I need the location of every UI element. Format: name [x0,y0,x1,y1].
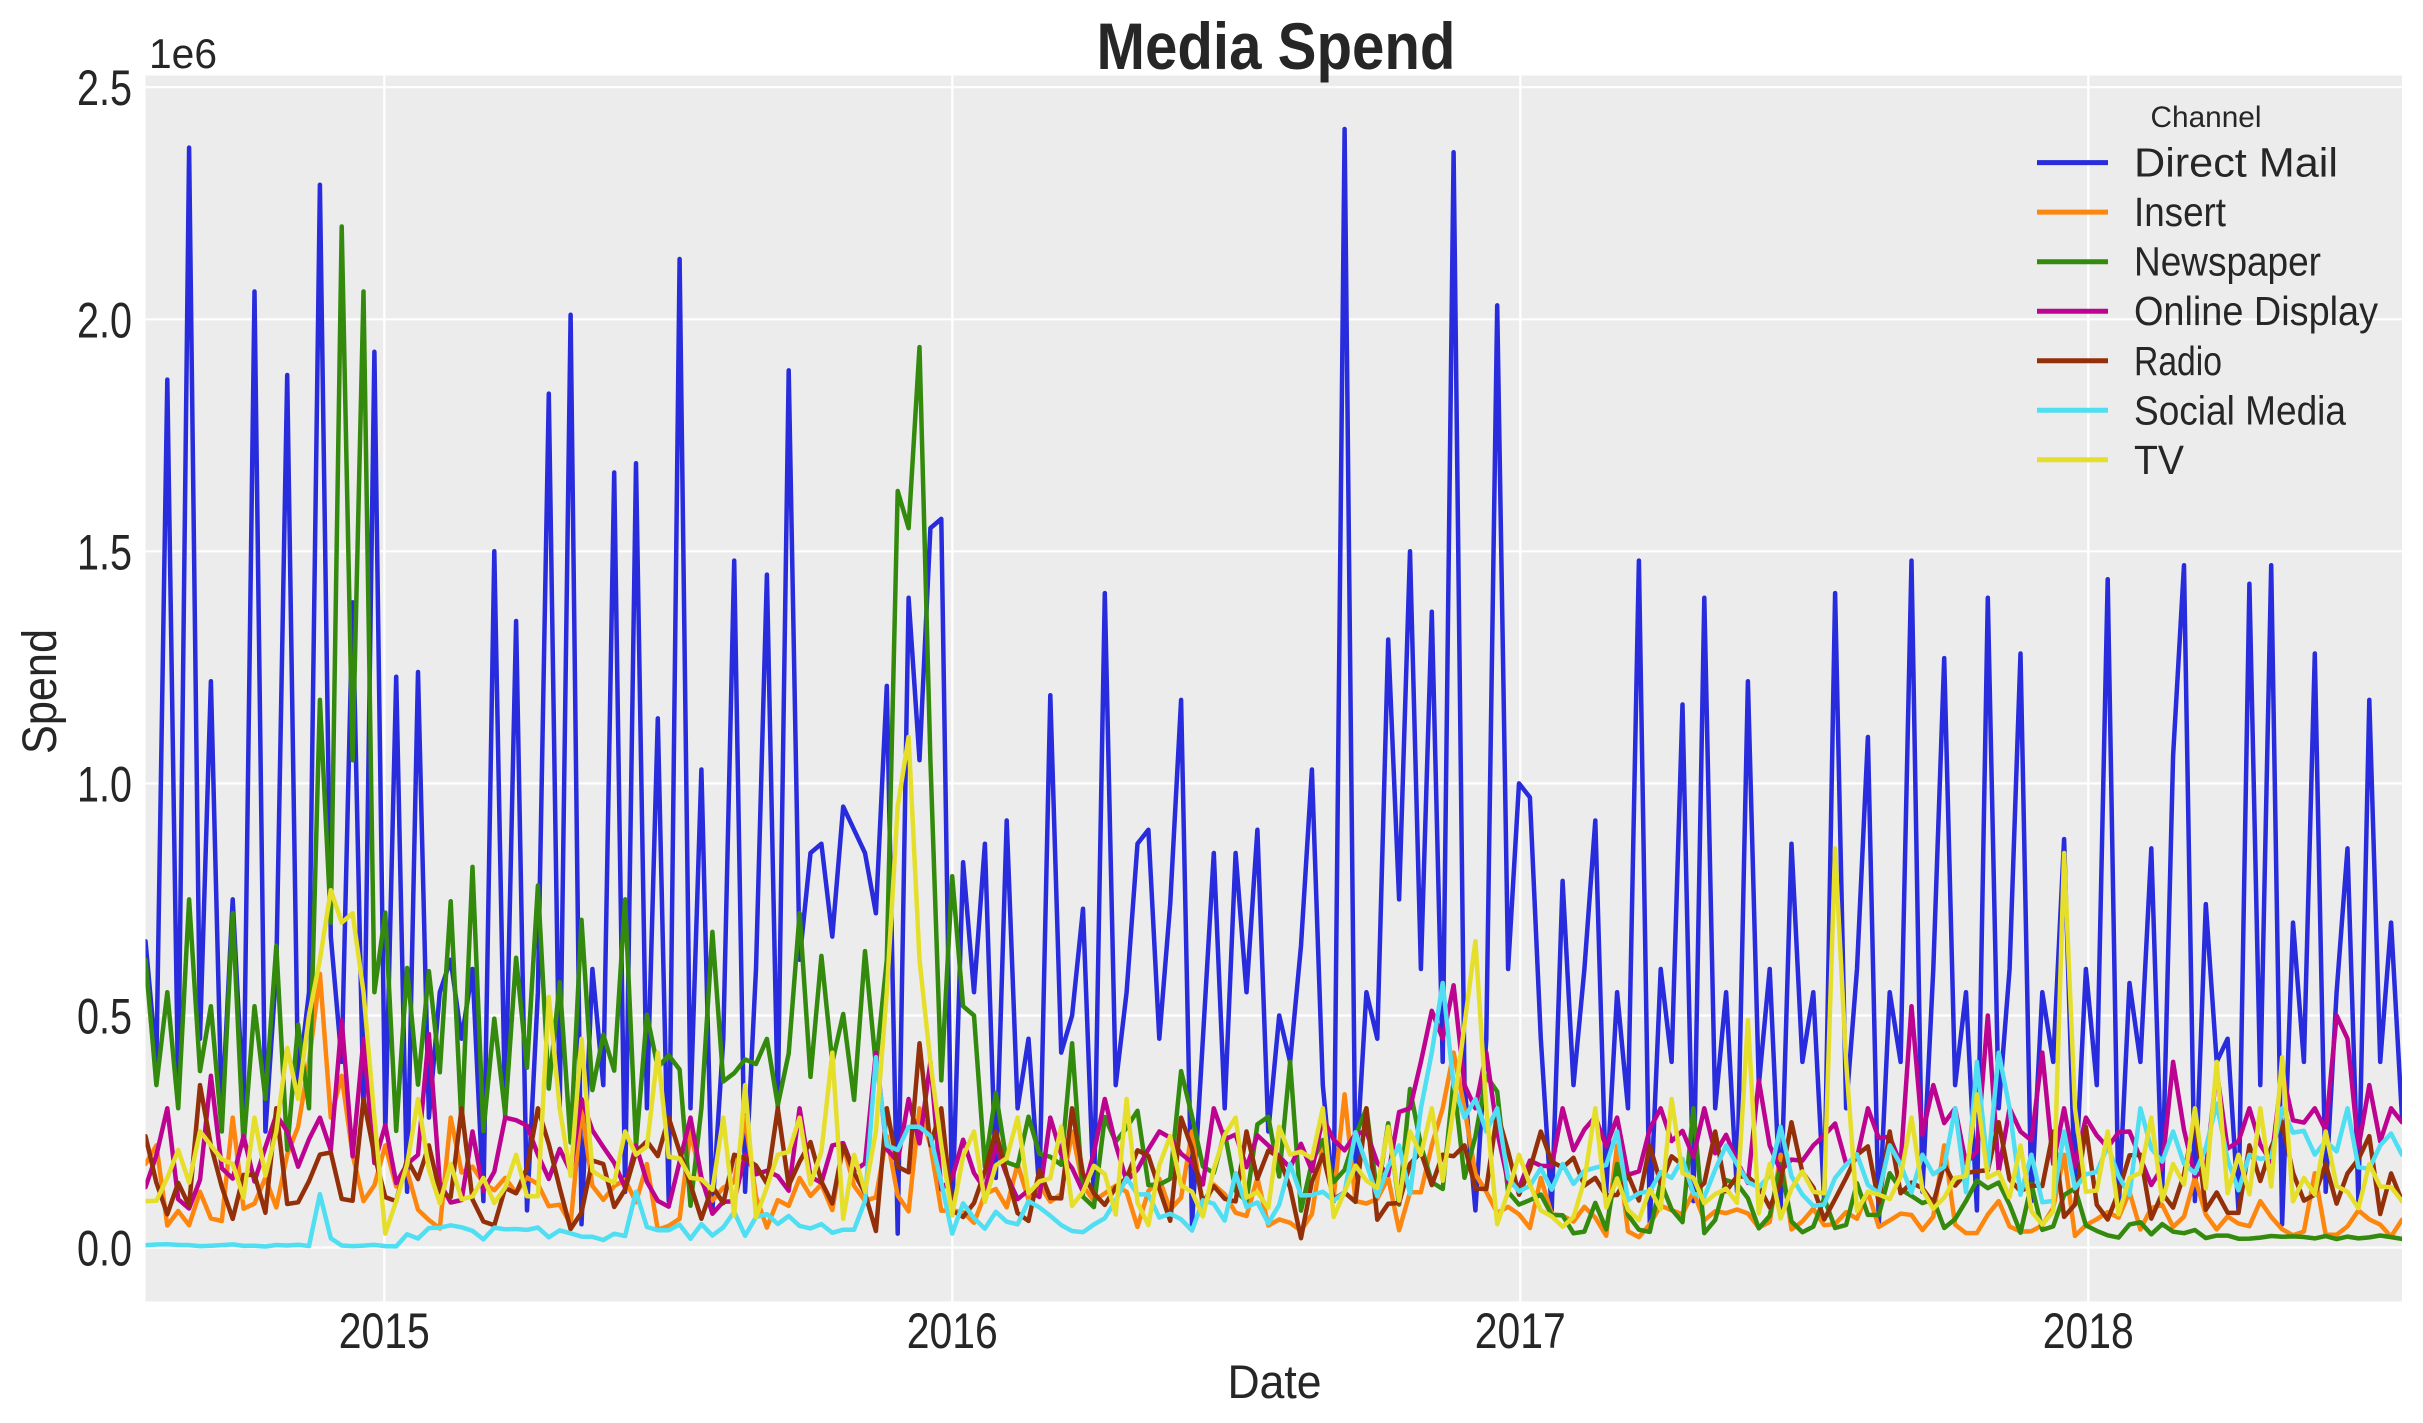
svg-text:2015: 2015 [339,1303,430,1359]
svg-text:Media Spend: Media Spend [1097,9,1456,83]
svg-text:2017: 2017 [1475,1303,1566,1359]
svg-text:Newspaper: Newspaper [2134,239,2321,285]
svg-text:Social Media: Social Media [2134,387,2346,433]
svg-text:Direct Mail: Direct Mail [2134,140,2338,186]
svg-text:Radio: Radio [2134,338,2222,384]
svg-text:2.5: 2.5 [77,60,132,116]
svg-text:Spend: Spend [14,629,67,754]
svg-text:Online Display: Online Display [2134,288,2378,334]
svg-text:Date: Date [1228,1355,1322,1408]
svg-text:0.0: 0.0 [77,1221,132,1277]
svg-text:2016: 2016 [907,1303,998,1359]
svg-text:1e6: 1e6 [149,30,217,77]
svg-text:Channel: Channel [2151,101,2262,134]
svg-text:TV: TV [2134,437,2185,483]
svg-text:Insert: Insert [2134,189,2227,235]
svg-text:2018: 2018 [2043,1303,2134,1359]
svg-text:1.5: 1.5 [77,524,132,580]
svg-text:0.5: 0.5 [77,989,132,1045]
svg-text:2.0: 2.0 [77,292,132,348]
svg-text:1.0: 1.0 [77,756,132,812]
